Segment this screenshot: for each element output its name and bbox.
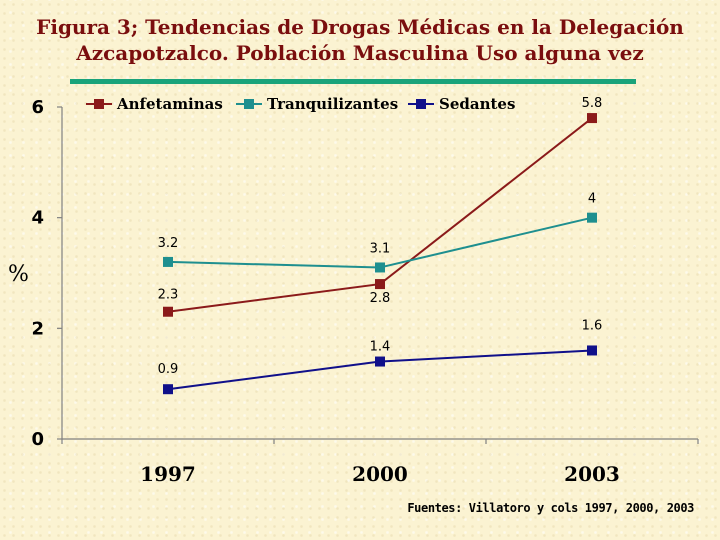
legend-marker-sedantes: [416, 99, 426, 109]
data-point-marker: [587, 212, 597, 223]
chart-axes: 0 2 4 6 1997 2000 2003: [31, 97, 699, 486]
data-point-marker: [587, 345, 597, 356]
data-label: 4: [588, 192, 596, 207]
data-label: 3.1: [370, 241, 391, 256]
data-point-marker: [375, 356, 385, 367]
y-tick-label: 0: [31, 429, 44, 450]
y-tick-label: 4: [31, 208, 44, 229]
data-point-marker: [587, 113, 597, 124]
data-point-marker: [375, 262, 385, 273]
x-tick-label: 1997: [140, 462, 196, 486]
chart-title-line-2: Azcapotzalco. Población Masculina Uso al…: [76, 41, 644, 65]
data-label: 3.2: [158, 236, 179, 251]
series-markers: [163, 113, 597, 395]
legend-marker-anfetaminas: [94, 99, 104, 109]
data-label: 2.3: [158, 288, 179, 303]
data-label: 5.8: [582, 96, 603, 111]
legend-marker-tranquilizantes: [244, 99, 254, 109]
legend: Anfetaminas Tranquilizantes Sedantes: [86, 95, 515, 113]
chart-title-line-1: Figura 3; Tendencias de Drogas Médicas e…: [36, 15, 684, 39]
data-point-marker: [163, 306, 173, 317]
data-label: 1.6: [582, 318, 603, 333]
legend-label-sedantes: Sedantes: [439, 95, 515, 113]
data-label: 0.9: [158, 362, 179, 377]
chart-title: Figura 3; Tendencias de Drogas Médicas e…: [20, 14, 700, 66]
y-tick-label: 6: [31, 97, 44, 118]
y-tick-label: 2: [31, 318, 44, 339]
legend-label-anfetaminas: Anfetaminas: [116, 95, 223, 113]
data-labels: 2.3 2.8 5.8 3.2 3.1 4 0.9 1.4 1.6: [158, 96, 603, 377]
data-point-marker: [375, 279, 385, 290]
series-line-sedantes: [167, 349, 593, 391]
source-note: Fuentes: Villatoro y cols 1997, 2000, 20…: [407, 501, 694, 515]
data-label: 2.8: [370, 291, 391, 306]
title-underline: [70, 79, 636, 84]
y-axis-label: %: [8, 262, 29, 287]
data-point-marker: [163, 384, 173, 395]
data-point-marker: [163, 256, 173, 267]
x-tick-label: 2000: [352, 462, 408, 486]
data-label: 1.4: [370, 340, 391, 355]
x-tick-label: 2003: [564, 462, 620, 486]
legend-label-tranquilizantes: Tranquilizantes: [267, 95, 398, 113]
